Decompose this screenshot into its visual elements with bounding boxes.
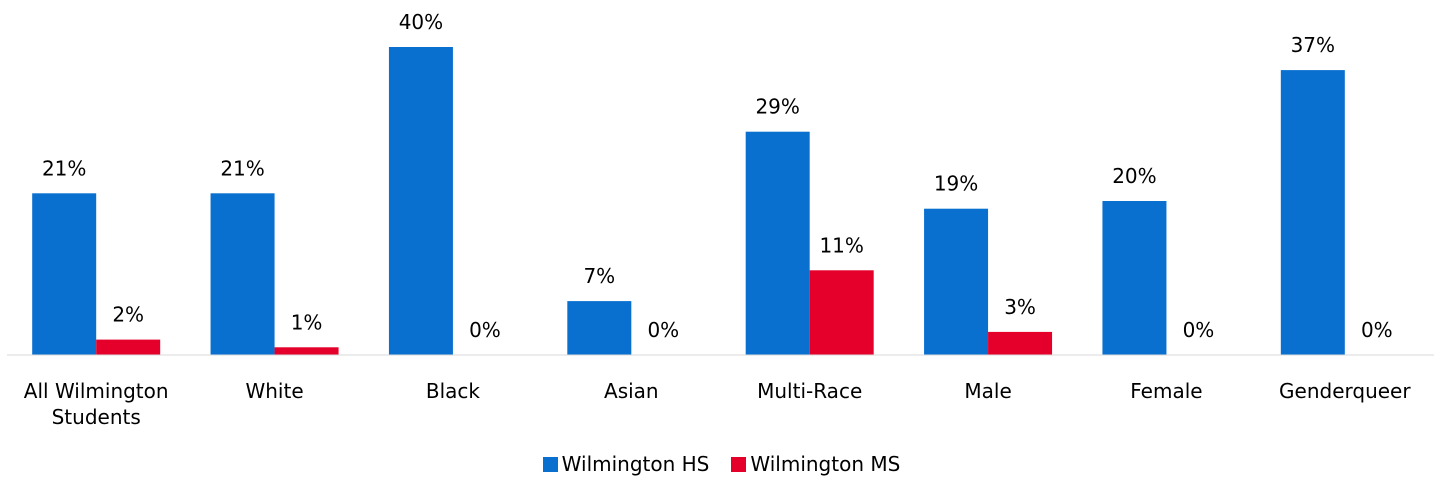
bar bbox=[924, 208, 989, 355]
value-label: 21% bbox=[42, 156, 86, 180]
legend-item: Wilmington HS bbox=[542, 452, 710, 476]
value-label: 19% bbox=[934, 172, 978, 196]
legend-swatch bbox=[731, 456, 747, 472]
chart: 21% 2% 21% 1% 40% 0% 7% 0% 29% 11% 19% 3% 20% 0% 37% 0% bbox=[7, 10, 1434, 356]
legend-label: Wilmington HS bbox=[561, 452, 710, 476]
value-label: 21% bbox=[220, 156, 264, 180]
bar bbox=[1280, 70, 1345, 355]
value-label: 20% bbox=[1112, 164, 1156, 188]
legend-swatch bbox=[542, 456, 558, 472]
x-tick-label: Genderqueer bbox=[1279, 379, 1411, 403]
x-tick-label: Black bbox=[425, 379, 480, 403]
value-label: 40% bbox=[399, 10, 443, 34]
x-tick-label: White bbox=[245, 379, 304, 403]
value-label: 29% bbox=[755, 95, 799, 119]
bar bbox=[745, 131, 810, 355]
bar bbox=[388, 47, 453, 355]
value-label: 0% bbox=[1183, 318, 1215, 342]
value-label: 0% bbox=[1361, 318, 1393, 342]
bar bbox=[210, 193, 275, 355]
x-tick-label: Male bbox=[964, 379, 1012, 403]
value-label: 3% bbox=[1004, 295, 1036, 319]
bar bbox=[274, 347, 339, 355]
bar bbox=[988, 331, 1053, 355]
value-label: 37% bbox=[1291, 33, 1335, 57]
x-tick-label: Asian bbox=[604, 379, 659, 403]
value-label: 0% bbox=[647, 318, 679, 342]
legend-label: Wilmington MS bbox=[750, 452, 901, 476]
x-tick-label: Multi-Race bbox=[757, 379, 863, 403]
bar bbox=[809, 270, 874, 355]
bar bbox=[1102, 201, 1167, 355]
x-tick-label: All Wilmington Students bbox=[23, 379, 169, 429]
legend-item: Wilmington MS bbox=[731, 452, 900, 476]
bar bbox=[567, 301, 632, 355]
value-label: 2% bbox=[112, 303, 144, 327]
legend: Wilmington HS Wilmington MS bbox=[0, 452, 1443, 476]
bar bbox=[32, 193, 97, 355]
value-label: 0% bbox=[469, 318, 501, 342]
value-label: 1% bbox=[291, 310, 323, 334]
bar bbox=[96, 339, 161, 355]
value-label: 7% bbox=[583, 264, 615, 288]
value-label: 11% bbox=[819, 233, 863, 257]
x-tick-label: Female bbox=[1130, 379, 1203, 403]
